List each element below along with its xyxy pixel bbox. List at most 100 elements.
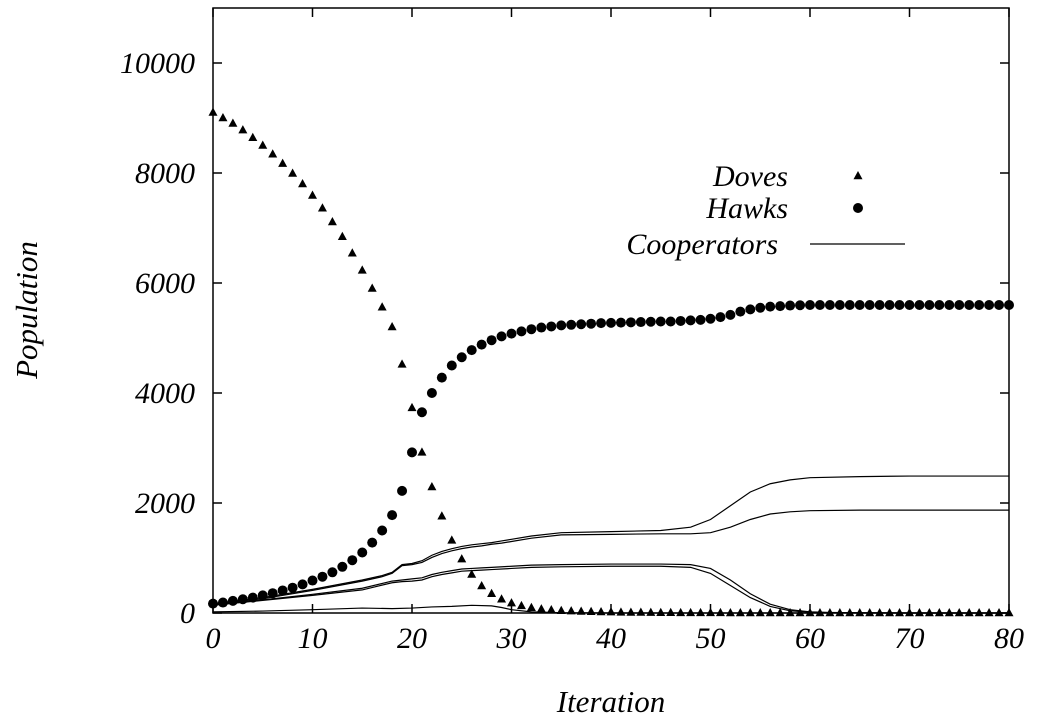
series-hawks (208, 300, 1014, 609)
hawk-point (397, 485, 408, 496)
dove-point (526, 602, 536, 612)
dove-point (686, 607, 696, 617)
x-axis: 0 10 20 30 40 50 60 70 80 (206, 8, 1024, 655)
dove-point (725, 607, 735, 617)
hawk-point (586, 318, 597, 329)
hawk-point (536, 322, 547, 333)
hawk-point (566, 319, 577, 330)
dove-point (407, 402, 417, 412)
dove-point (497, 594, 507, 603)
hawk-point (924, 300, 935, 310)
dove-point (457, 554, 467, 563)
dove-point (924, 608, 934, 617)
dove-point (934, 608, 944, 617)
hawk-point (944, 300, 955, 310)
x-tick-label: 30 (496, 622, 527, 655)
dove-point (278, 158, 288, 167)
dove-point (228, 118, 238, 127)
dove-point (317, 203, 327, 212)
dove-point (974, 608, 984, 617)
x-tick-label: 80 (994, 622, 1024, 655)
legend-label-cooperators: Cooperators (626, 228, 778, 261)
dove-point (258, 140, 268, 149)
legend-marker-hawks (853, 203, 863, 213)
hawk-point (357, 547, 368, 558)
hawk-point (695, 314, 706, 325)
y-tick-label: 8000 (135, 157, 195, 190)
hawk-point (994, 300, 1005, 310)
hawk-point (337, 561, 348, 572)
hawk-point (426, 388, 437, 398)
dove-point (298, 179, 308, 188)
x-tick-label: 70 (895, 622, 925, 655)
hawk-point (894, 300, 905, 310)
dove-point (367, 283, 377, 292)
legend-label-hawks: Hawks (705, 192, 788, 225)
dove-point (616, 607, 626, 616)
hawk-point (446, 360, 457, 371)
plot-frame (212, 7, 1010, 614)
dove-point (337, 231, 347, 241)
dove-point (885, 608, 895, 617)
y-tick-label: 6000 (135, 267, 195, 300)
hawk-point (407, 447, 417, 458)
hawk-point (864, 300, 875, 310)
dove-point (735, 607, 745, 617)
hawk-point (974, 300, 985, 310)
x-tick-label: 50 (696, 622, 726, 655)
dove-point (606, 607, 616, 616)
hawk-point (635, 317, 646, 328)
dove-point (905, 608, 914, 617)
dove-point (706, 607, 715, 617)
dove-point (964, 608, 974, 617)
hawk-point (914, 300, 925, 310)
hawk-point (556, 320, 567, 331)
dove-point (347, 248, 357, 257)
dove-point (596, 607, 606, 616)
dove-point (865, 608, 875, 617)
hawk-point (795, 300, 806, 311)
hawk-point (665, 316, 676, 327)
dove-point (676, 607, 686, 617)
hawk-point (377, 525, 388, 536)
dove-point (785, 608, 795, 617)
hawk-point (725, 309, 736, 320)
hawk-point (1004, 300, 1014, 310)
dove-point (447, 535, 457, 544)
hawk-point (844, 300, 855, 310)
dove-point (248, 132, 258, 142)
hawk-point (814, 300, 825, 310)
hawk-point (466, 345, 477, 356)
hawk-point (685, 315, 696, 326)
hawk-point (735, 306, 746, 317)
dove-point (437, 511, 447, 520)
dove-point (208, 107, 218, 116)
y-tick-label: 10000 (120, 47, 195, 80)
dove-point (387, 322, 397, 331)
hawk-point (984, 300, 995, 310)
hawk-point (416, 407, 427, 418)
x-tick-label: 20 (397, 622, 427, 655)
legend-label-doves: Doves (712, 160, 788, 193)
hawk-point (625, 317, 636, 328)
dove-point (745, 607, 755, 617)
dove-point (944, 608, 954, 617)
dove-point (775, 608, 785, 617)
hawk-point (805, 300, 815, 310)
x-axis-title: Iteration (556, 684, 666, 719)
cooperator-line (212, 604, 1009, 614)
hawk-point (596, 318, 607, 329)
dove-point (765, 607, 775, 617)
y-axis: 0 2000 4000 6000 8000 10000 (120, 47, 1009, 630)
hawk-point (297, 579, 308, 590)
dove-point (696, 607, 706, 617)
dove-point (397, 359, 407, 368)
dove-point (288, 168, 298, 177)
hawk-point (934, 300, 945, 310)
cooperator-line (212, 563, 1009, 614)
dove-point (576, 606, 586, 615)
dove-point (516, 600, 526, 610)
series-layer (208, 107, 1014, 617)
hawk-point (715, 312, 726, 323)
hawk-point (655, 316, 666, 327)
